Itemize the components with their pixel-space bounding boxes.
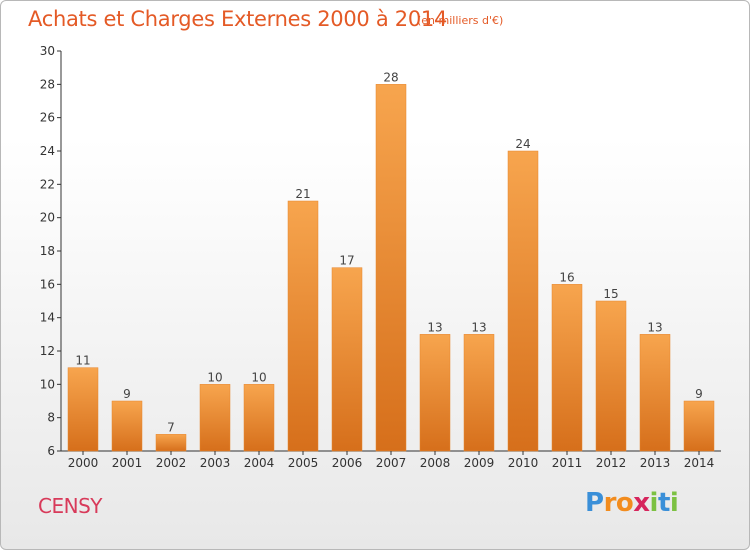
- bar-2001: [111, 400, 143, 452]
- y-tick-label: 8: [47, 411, 55, 425]
- bar-2009: [463, 334, 495, 452]
- y-tick-label: 28: [40, 77, 55, 91]
- bar-value-label: 17: [339, 254, 354, 268]
- bar-2012: [595, 300, 627, 452]
- x-tick-label: 2004: [244, 456, 275, 470]
- bar-2003: [199, 384, 231, 452]
- logo-letter: i: [649, 488, 659, 518]
- bar-2011: [551, 284, 583, 452]
- x-tick-label: 2002: [156, 456, 187, 470]
- town-name: CENSY: [38, 494, 102, 518]
- logo-letter: r: [603, 488, 617, 518]
- x-tick-label: 2003: [200, 456, 231, 470]
- bar-2014: [683, 400, 715, 452]
- bar-value-label: 15: [603, 287, 618, 301]
- y-tick-label: 30: [40, 44, 55, 58]
- y-tick-label: 24: [40, 144, 55, 158]
- y-tick-label: 10: [40, 377, 55, 391]
- bar-2007: [375, 84, 407, 452]
- bar-value-label: 10: [207, 370, 222, 384]
- x-tick-label: 2000: [68, 456, 99, 470]
- bar-value-label: 21: [295, 187, 310, 201]
- x-tick-label: 2001: [112, 456, 143, 470]
- logo-letter: P: [585, 488, 604, 518]
- y-tick-label: 20: [40, 211, 55, 225]
- bar-value-label: 9: [695, 387, 703, 401]
- bar-2010: [507, 150, 539, 452]
- bar-value-label: 10: [251, 370, 266, 384]
- y-tick-label: 6: [47, 444, 55, 458]
- logo-letter: i: [669, 488, 679, 518]
- x-tick-label: 2007: [376, 456, 407, 470]
- bar-2013: [639, 334, 671, 452]
- bar-value-label: 13: [471, 320, 486, 334]
- y-tick-label: 16: [40, 277, 55, 291]
- bar-value-label: 24: [515, 137, 530, 151]
- x-tick-label: 2005: [288, 456, 319, 470]
- bar-value-label: 7: [167, 420, 175, 434]
- bar-2006: [331, 267, 363, 452]
- x-tick-label: 2009: [464, 456, 495, 470]
- bar-2000: [67, 367, 99, 452]
- x-tick-label: 2013: [640, 456, 671, 470]
- bar-2002: [155, 434, 187, 452]
- x-tick-label: 2010: [508, 456, 539, 470]
- y-tick-label: 18: [40, 244, 55, 258]
- bar-value-label: 9: [123, 387, 131, 401]
- chart-title: Achats et Charges Externes 2000 à 2014: [28, 7, 448, 31]
- bar-value-label: 11: [75, 354, 90, 368]
- x-tick-label: 2012: [596, 456, 627, 470]
- bar-2005: [287, 200, 319, 452]
- logo-letter: t: [657, 488, 670, 518]
- proxiti-logo: Proxiti: [585, 488, 679, 518]
- y-tick-label: 22: [40, 177, 55, 191]
- bar-value-label: 13: [427, 320, 442, 334]
- bar-value-label: 13: [647, 320, 662, 334]
- x-tick-label: 2006: [332, 456, 363, 470]
- logo-letter: o: [615, 488, 634, 518]
- x-tick-label: 2014: [684, 456, 715, 470]
- bar-2008: [419, 334, 451, 452]
- bar-value-label: 28: [383, 70, 398, 84]
- y-tick-label: 12: [40, 344, 55, 358]
- logo-letter: x: [633, 488, 650, 518]
- chart-subtitle: (en milliers d'€): [417, 14, 504, 27]
- x-tick-label: 2011: [552, 456, 583, 470]
- y-tick-label: 14: [40, 311, 55, 325]
- x-tick-label: 2008: [420, 456, 451, 470]
- bar-value-label: 16: [559, 270, 574, 284]
- bar-2004: [243, 384, 275, 452]
- y-tick-label: 26: [40, 111, 55, 125]
